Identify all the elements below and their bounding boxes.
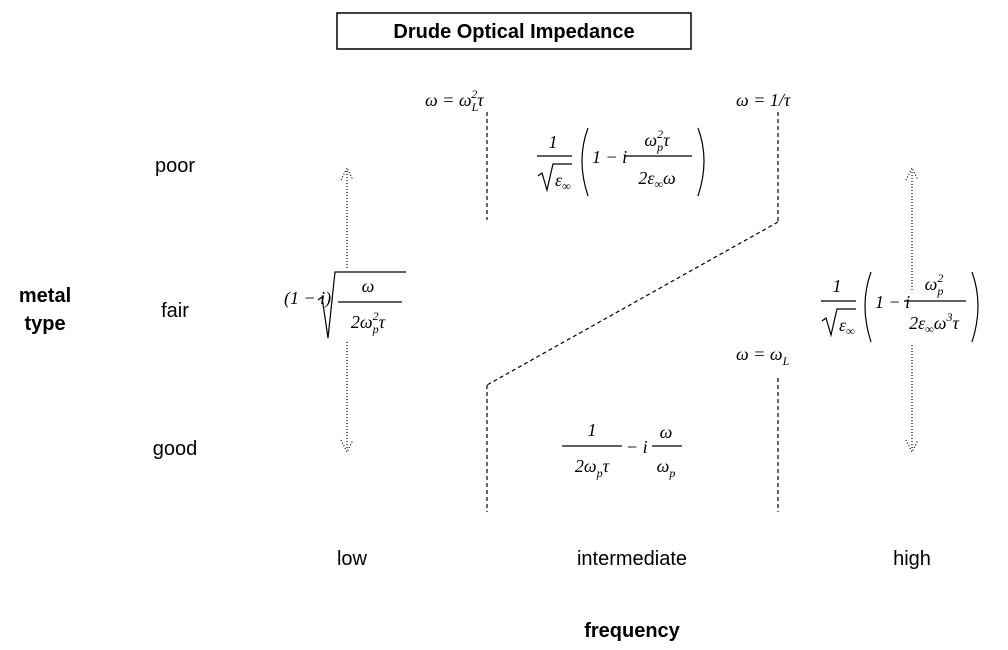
formula-part: p — [372, 322, 379, 336]
formula-part: 2 — [471, 87, 477, 101]
formula: ε∞ — [839, 315, 855, 338]
formula-part: 2 — [657, 127, 663, 141]
paren — [971, 271, 979, 343]
formula: ωp2 — [925, 271, 944, 298]
formula-part: 2 — [937, 271, 943, 285]
arrow — [905, 345, 919, 454]
formula-part: ω — [644, 130, 657, 150]
formula: ε∞ — [555, 170, 571, 193]
formula-part: ω — [663, 168, 676, 188]
formula: ω = ωL2τ — [425, 87, 484, 114]
formula: ωp2τ — [644, 127, 670, 154]
formula-part: τ — [663, 130, 670, 150]
formula-part: ε — [839, 315, 847, 335]
boundary — [486, 221, 779, 386]
formula-part: ∞ — [925, 322, 934, 336]
row-label: good — [153, 438, 198, 460]
formula-part: 2ε — [909, 313, 926, 333]
formula-part: − i — [626, 437, 648, 457]
arrow — [340, 166, 354, 268]
formula-part: ω = ω — [425, 90, 472, 110]
formula-part: ∞ — [654, 177, 663, 191]
arrow — [340, 342, 354, 454]
formula-part: ε — [555, 170, 563, 190]
formula-part: τ — [603, 456, 610, 476]
formula-part: ω — [657, 456, 670, 476]
formula-part: p — [596, 466, 603, 480]
formula-part: τ — [379, 312, 386, 332]
formula-part: 2 — [373, 309, 379, 323]
formula-part: 2ω — [575, 456, 597, 476]
formula: ω = ωL — [736, 344, 790, 368]
col-label: intermediate — [577, 548, 687, 570]
formula-part: ω = ω — [736, 344, 783, 364]
formula-part: 2ε — [638, 168, 655, 188]
formula-part: p — [656, 140, 663, 154]
formula-part: ω — [934, 313, 947, 333]
formula-part: 3 — [945, 310, 952, 324]
formula-part: p — [668, 466, 675, 480]
formula: ωp — [657, 456, 676, 480]
title: Drude Optical Impedance — [393, 21, 634, 43]
formula: 2ε∞ω — [638, 168, 675, 191]
formula: 2ωpτ — [575, 456, 610, 480]
formula-part: ∞ — [846, 324, 855, 338]
row-label: poor — [155, 155, 195, 177]
formula-part: 1 — [549, 132, 558, 152]
formula-part: τ — [952, 313, 959, 333]
formula-part: ∞ — [562, 179, 571, 193]
formula-part: ω — [925, 274, 938, 294]
paren — [697, 127, 705, 197]
sqrt — [537, 163, 572, 193]
formula: 2ε∞ω3τ — [909, 310, 959, 336]
x-axis-label: frequency — [584, 620, 680, 642]
col-label: high — [893, 548, 931, 570]
formula-part: ω — [660, 422, 673, 442]
formula-part: ω — [362, 276, 375, 296]
formula-part: (1 − i) — [284, 288, 331, 309]
paren — [581, 127, 589, 197]
sqrt — [317, 271, 406, 339]
title-box — [336, 12, 692, 50]
paren — [864, 271, 872, 343]
col-label: low — [337, 548, 368, 570]
formula-part: L — [782, 354, 790, 368]
arrow — [905, 166, 919, 290]
row-label: fair — [161, 300, 189, 322]
formula: 2ωp2τ — [351, 309, 386, 336]
y-axis-label: metal — [19, 285, 71, 307]
formula-part: τ — [477, 90, 484, 110]
formula-part: 1 — [833, 276, 842, 296]
y-axis-label: type — [24, 313, 65, 335]
formula: ω = 1/τ — [736, 90, 791, 110]
sqrt — [821, 308, 856, 338]
formula-part: 2ω — [351, 312, 373, 332]
formula-part: L — [471, 100, 479, 114]
formula-part: 1 — [588, 420, 597, 440]
formula-part: p — [936, 284, 943, 298]
formula-part: 1 − i — [592, 147, 627, 167]
formula-part: 1 − i — [875, 292, 910, 312]
